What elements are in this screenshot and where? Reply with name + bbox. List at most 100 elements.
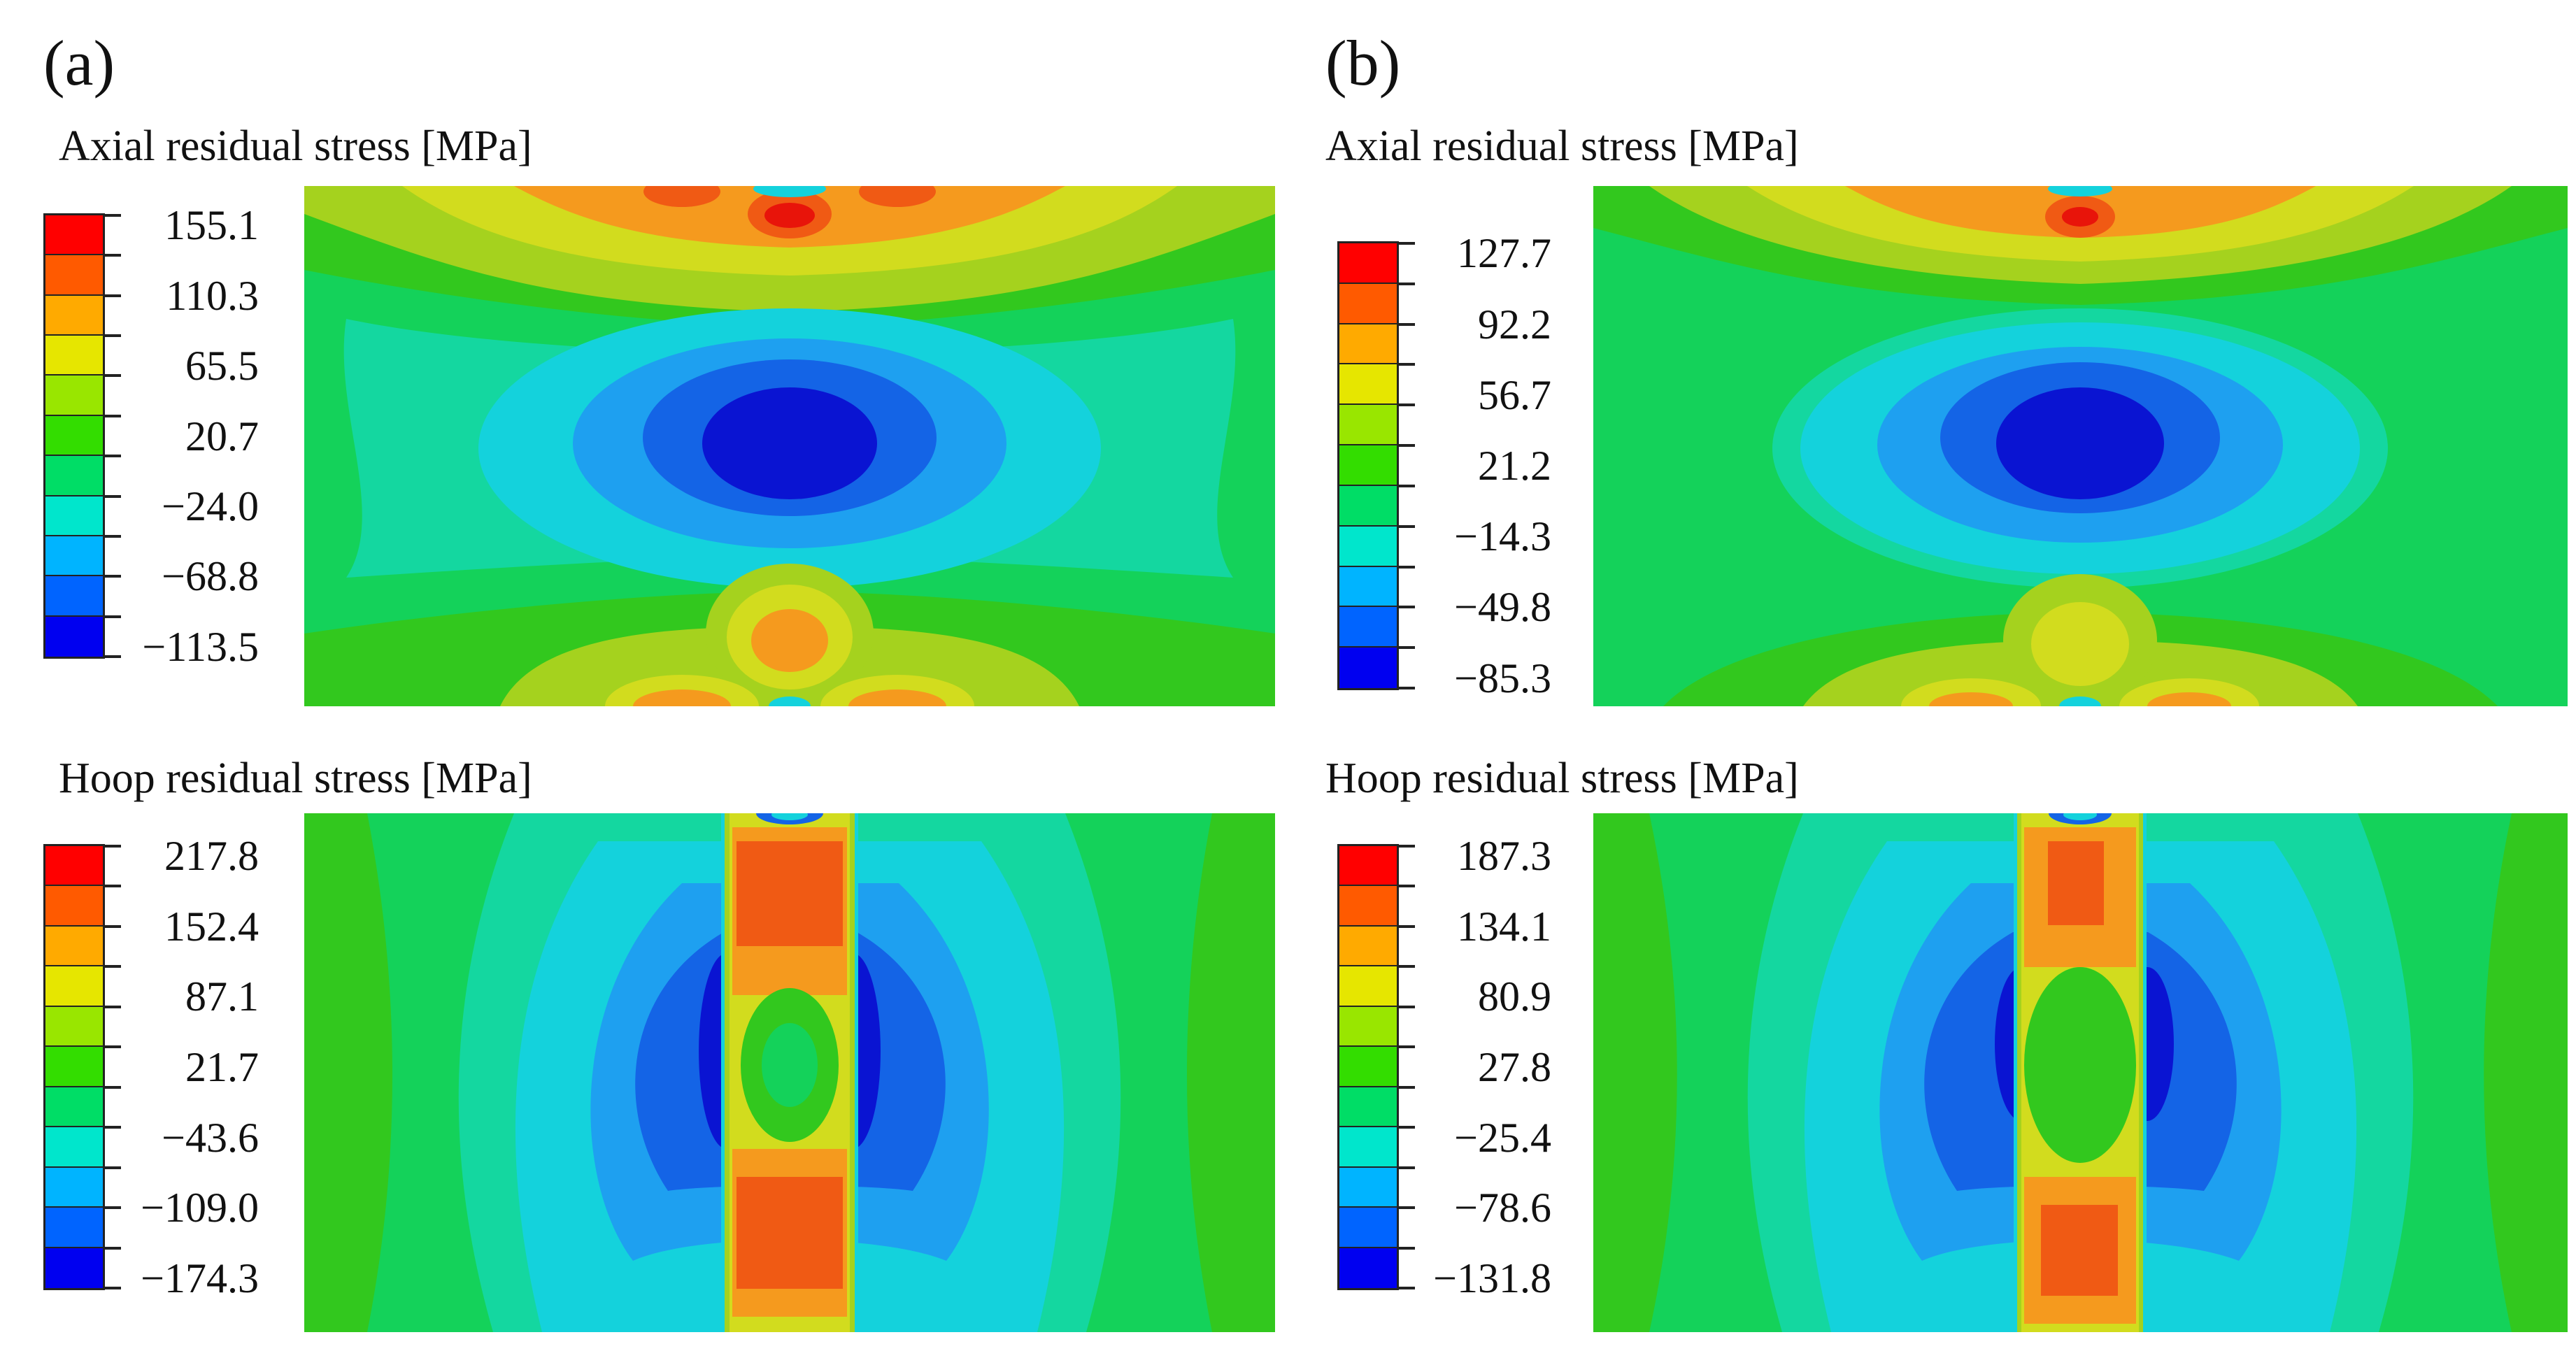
colorbar-hoop-a bbox=[43, 844, 105, 1290]
colorbar-cell bbox=[45, 1167, 103, 1208]
colorbar-cell bbox=[1339, 566, 1397, 608]
colorbar-tick-label: 56.7 bbox=[1478, 371, 1551, 418]
colorbar-tick-label: 155.1 bbox=[164, 202, 259, 249]
colorbar-tick-mark bbox=[1397, 845, 1415, 848]
colorbar-tick-mark bbox=[103, 1287, 121, 1289]
colorbar-cell bbox=[45, 886, 103, 927]
colorbar-tick-mark bbox=[1397, 242, 1415, 245]
colorbar-tick-label: −131.8 bbox=[1433, 1255, 1551, 1301]
colorbar-cell bbox=[1339, 966, 1397, 1007]
colorbar-cell bbox=[1339, 364, 1397, 406]
colorbar-tick-mark bbox=[103, 1045, 121, 1049]
colorbar-tick-mark bbox=[1397, 924, 1415, 928]
colorbar-tick-mark bbox=[1397, 1166, 1415, 1169]
colorbar-tick-mark bbox=[103, 965, 121, 969]
colorbar-cell bbox=[45, 576, 103, 617]
colorbar-cell bbox=[45, 1127, 103, 1168]
colorbar-tick-mark bbox=[103, 1246, 121, 1250]
colorbar-tick-label: −24.0 bbox=[162, 483, 259, 529]
colorbar-cell bbox=[45, 215, 103, 256]
colorbar-cell bbox=[1339, 1208, 1397, 1248]
colorbar-cell bbox=[45, 1087, 103, 1128]
colorbar-tick-mark bbox=[1397, 322, 1415, 326]
axial-title-b: Axial residual stress [MPa] bbox=[1325, 122, 1799, 170]
colorbar-tick-label: −25.4 bbox=[1454, 1114, 1551, 1161]
colorbar-tick-mark bbox=[103, 575, 121, 578]
colorbar-tick-mark bbox=[103, 414, 121, 417]
colorbar-tick-mark bbox=[103, 455, 121, 458]
colorbar-cell bbox=[1339, 283, 1397, 324]
colorbar-tick-mark bbox=[1397, 885, 1415, 888]
colorbar-tick-label: −43.6 bbox=[162, 1114, 259, 1161]
colorbar-cell bbox=[45, 456, 103, 496]
axial-field-b bbox=[1593, 186, 2568, 706]
colorbar-cell bbox=[45, 616, 103, 657]
panel-label-a: (a) bbox=[43, 27, 115, 99]
colorbar-tick-mark bbox=[1397, 444, 1415, 448]
colorbar-tick-mark bbox=[103, 1126, 121, 1129]
colorbar-cell bbox=[45, 295, 103, 336]
colorbar-tick-label: 110.3 bbox=[166, 272, 259, 319]
colorbar-tick-mark bbox=[103, 1166, 121, 1169]
colorbar-tick-mark bbox=[1397, 1206, 1415, 1210]
colorbar-tick-label: 21.2 bbox=[1478, 443, 1551, 489]
colorbar-tick-label: 127.7 bbox=[1457, 230, 1551, 277]
colorbar-cell bbox=[1339, 526, 1397, 567]
axial-title-a: Axial residual stress [MPa] bbox=[59, 122, 532, 170]
colorbar-tick-mark bbox=[103, 374, 121, 378]
colorbar-tick-label: 80.9 bbox=[1478, 973, 1551, 1020]
colorbar-tick-label: −113.5 bbox=[142, 623, 259, 670]
colorbar-tick-mark bbox=[103, 845, 121, 848]
colorbar-tick-mark bbox=[1397, 687, 1415, 689]
hoop-field-b bbox=[1593, 813, 2568, 1332]
colorbar-tick-mark bbox=[103, 924, 121, 928]
colorbar-tick-mark bbox=[1397, 484, 1415, 487]
colorbar-tick-mark bbox=[1397, 646, 1415, 650]
colorbar-tick-label: −109.0 bbox=[141, 1185, 259, 1231]
colorbar-cell bbox=[45, 1208, 103, 1248]
colorbar-tick-mark bbox=[103, 1206, 121, 1210]
colorbar-tick-mark bbox=[103, 615, 121, 618]
colorbar-cell bbox=[45, 536, 103, 577]
colorbar-tick-mark bbox=[103, 254, 121, 257]
colorbar-tick-mark bbox=[1397, 1085, 1415, 1089]
colorbar-cell bbox=[45, 255, 103, 296]
colorbar-tick-label: 87.1 bbox=[185, 973, 259, 1020]
colorbar-cell bbox=[1339, 324, 1397, 365]
colorbar-cell bbox=[1339, 607, 1397, 648]
colorbar-cell bbox=[1339, 445, 1397, 486]
colorbar-tick-mark bbox=[1397, 1287, 1415, 1289]
colorbar-cell bbox=[1339, 846, 1397, 887]
colorbar-axial-b bbox=[1337, 241, 1399, 690]
colorbar-tick-label: −85.3 bbox=[1454, 655, 1551, 701]
colorbar-cell bbox=[1339, 926, 1397, 967]
colorbar-cell bbox=[1339, 243, 1397, 284]
colorbar-cell bbox=[45, 1047, 103, 1087]
hoop-field-a bbox=[304, 813, 1275, 1332]
hoop-title-a: Hoop residual stress [MPa] bbox=[59, 755, 532, 802]
colorbar-tick-label: −174.3 bbox=[141, 1255, 259, 1301]
colorbar-cell bbox=[1339, 648, 1397, 688]
colorbar-hoop-b bbox=[1337, 844, 1399, 1290]
colorbar-tick-label: 217.8 bbox=[164, 833, 259, 880]
colorbar-cell bbox=[45, 1248, 103, 1288]
axial-field-a bbox=[304, 186, 1275, 706]
colorbar-tick-mark bbox=[103, 655, 121, 658]
colorbar-tick-label: −68.8 bbox=[162, 553, 259, 600]
colorbar-tick-label: 65.5 bbox=[185, 343, 259, 389]
colorbar-tick-label: 92.2 bbox=[1478, 301, 1551, 348]
colorbar-cell bbox=[45, 376, 103, 416]
colorbar-cell bbox=[45, 966, 103, 1007]
colorbar-cell bbox=[1339, 1167, 1397, 1208]
colorbar-tick-mark bbox=[1397, 1246, 1415, 1250]
colorbar-cell bbox=[45, 415, 103, 457]
colorbar-tick-mark bbox=[103, 885, 121, 888]
colorbar-tick-label: 20.7 bbox=[185, 413, 259, 459]
colorbar-tick-mark bbox=[103, 534, 121, 538]
colorbar-tick-label: −78.6 bbox=[1454, 1185, 1551, 1231]
colorbar-tick-mark bbox=[1397, 1045, 1415, 1049]
colorbar-cell bbox=[1339, 1248, 1397, 1288]
colorbar-tick-mark bbox=[103, 1085, 121, 1089]
colorbar-axial-a bbox=[43, 213, 105, 659]
colorbar-cell bbox=[45, 496, 103, 536]
